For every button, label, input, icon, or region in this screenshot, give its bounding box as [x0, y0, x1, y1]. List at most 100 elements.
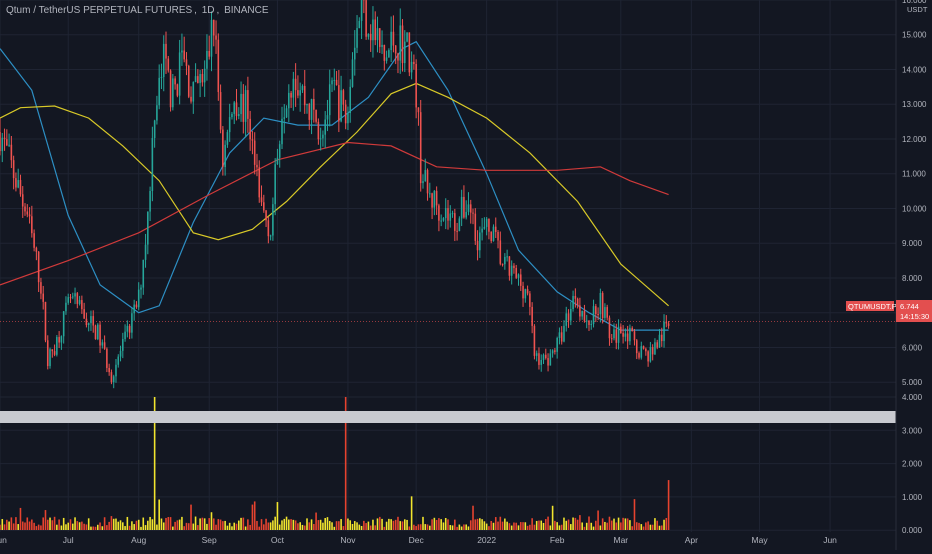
volume-bar	[45, 510, 47, 530]
candle-body	[318, 122, 320, 139]
volume-bar	[299, 522, 301, 530]
candle-body	[199, 74, 201, 83]
candle-body	[534, 326, 536, 356]
volume-bar	[56, 525, 58, 530]
volume-bar	[81, 522, 83, 530]
volume-bar	[363, 521, 365, 530]
volume-bar	[434, 518, 436, 530]
volume-bar	[106, 525, 108, 530]
volume-bar	[645, 522, 647, 530]
candle-body	[236, 102, 238, 116]
volume-bar	[52, 520, 54, 530]
candle-body	[6, 139, 8, 145]
volume-bar	[274, 517, 276, 530]
candle-body	[372, 19, 374, 40]
symbol-header[interactable]: Qtum / TetherUS PERPETUAL FUTURES, 1D, B…	[6, 5, 271, 16]
volume-bar	[522, 522, 524, 530]
volume-bar	[117, 522, 119, 530]
candle-body	[136, 305, 138, 308]
volume-bar	[600, 525, 602, 530]
candle-body	[142, 260, 144, 288]
volume-bar	[0, 525, 1, 530]
volume-bar	[625, 518, 627, 530]
ytick-label: 5.000	[902, 378, 923, 387]
volume-bar	[311, 519, 313, 530]
candle-body	[427, 170, 429, 193]
volume-bar	[270, 522, 272, 530]
candle-body	[172, 78, 174, 107]
volume-bar	[243, 518, 245, 530]
volume-bar	[570, 524, 572, 530]
candle-body	[447, 208, 449, 221]
volume-bar	[565, 521, 567, 530]
ytick-label: 13.000	[902, 100, 927, 109]
candle-body	[133, 305, 135, 314]
volume-bar	[115, 519, 117, 530]
volume-bar	[354, 521, 356, 530]
candle-body	[354, 48, 356, 60]
candle-body	[161, 77, 163, 78]
candle-body	[229, 117, 231, 132]
candle-body	[497, 232, 499, 240]
volume-bar	[277, 502, 279, 530]
candle-body	[345, 105, 347, 124]
candle-body	[527, 289, 529, 293]
xtick-label: Feb	[550, 535, 565, 545]
volume-bar	[584, 527, 586, 530]
candle-body	[79, 300, 81, 304]
candle-body	[625, 334, 627, 337]
candle-body	[463, 197, 465, 218]
candle-body	[590, 324, 592, 325]
candle-body	[615, 329, 617, 343]
volume-bar	[215, 525, 217, 530]
volume-bar	[429, 526, 431, 530]
volume-bar	[336, 521, 338, 530]
candle-body	[513, 266, 515, 268]
candle-body	[170, 71, 172, 108]
candle-body	[634, 331, 636, 340]
volume-bar	[590, 523, 592, 530]
volume-bar	[563, 518, 565, 530]
candle-body	[454, 213, 456, 231]
volume-bar	[315, 513, 317, 530]
volume-bar	[63, 518, 65, 530]
candle-body	[666, 322, 668, 324]
candle-body	[227, 132, 229, 145]
pane-separator[interactable]	[0, 411, 896, 423]
volume-bar	[165, 518, 167, 530]
candle-body	[613, 329, 615, 338]
volume-bar	[122, 522, 124, 530]
volume-bar	[197, 525, 199, 530]
volume-bar	[579, 515, 581, 530]
candle-body	[254, 141, 256, 165]
candle-body	[606, 307, 608, 318]
candle-body	[247, 90, 249, 119]
candle-body	[411, 62, 413, 72]
candle-body	[468, 204, 470, 212]
volume-bar	[17, 524, 19, 530]
volume-bar	[22, 522, 24, 530]
volume-bar	[79, 522, 81, 530]
candle-body	[299, 90, 301, 95]
volume-bar	[120, 520, 122, 530]
volume-bar	[527, 526, 529, 530]
volume-bar	[511, 526, 513, 530]
candle-body	[290, 93, 292, 98]
candle-body	[586, 321, 588, 322]
candle-body	[70, 297, 72, 298]
volume-bar	[559, 525, 561, 530]
volume-bar	[156, 525, 158, 530]
volume-bar	[399, 521, 401, 530]
volume-bar	[297, 523, 299, 530]
candle-body	[641, 346, 643, 358]
candle-body	[636, 340, 638, 353]
candle-body	[479, 232, 481, 250]
volume-bar	[206, 524, 208, 530]
volume-bar	[543, 523, 545, 530]
volume-bar	[443, 522, 445, 530]
ytick-label: 11.000	[902, 170, 926, 179]
volume-bar	[536, 521, 538, 530]
candle-body	[127, 326, 129, 332]
